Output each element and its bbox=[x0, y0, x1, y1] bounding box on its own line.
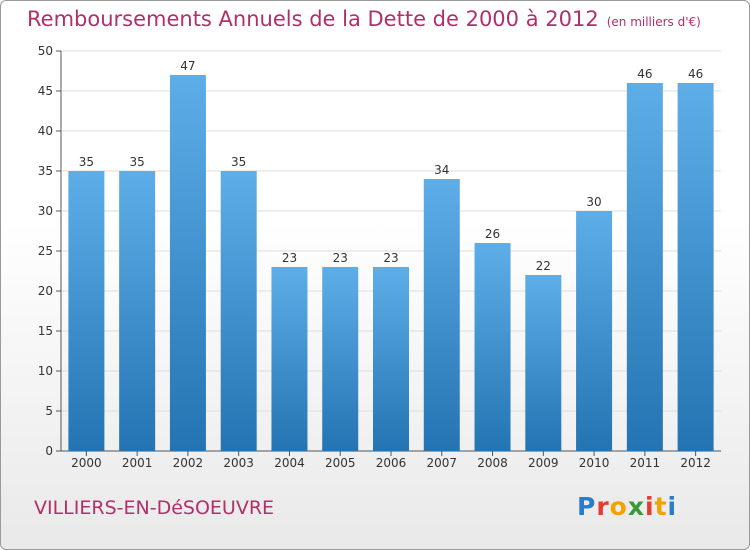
x-tick-label: 2002 bbox=[173, 456, 204, 470]
y-tick-label: 25 bbox=[38, 244, 53, 258]
x-tick-label: 2004 bbox=[274, 456, 305, 470]
x-tick-label: 2010 bbox=[579, 456, 610, 470]
bar bbox=[525, 275, 562, 451]
y-tick-label: 40 bbox=[38, 124, 53, 138]
logo-letter: t bbox=[654, 492, 668, 521]
bar bbox=[423, 179, 460, 451]
x-tick-label: 2001 bbox=[122, 456, 153, 470]
y-tick-label: 45 bbox=[38, 84, 53, 98]
y-tick-label: 10 bbox=[38, 364, 53, 378]
bar bbox=[677, 83, 714, 451]
x-tick-label: 2005 bbox=[325, 456, 356, 470]
bar bbox=[68, 171, 105, 451]
bar-value-label: 30 bbox=[586, 195, 601, 209]
logo-letter: i bbox=[645, 492, 655, 521]
x-tick-label: 2003 bbox=[223, 456, 254, 470]
logo-letter: o bbox=[609, 492, 628, 521]
x-tick-label: 2006 bbox=[376, 456, 407, 470]
proxiti-logo: Proxiti bbox=[577, 492, 677, 521]
chart-unit-label: (en milliers d'€) bbox=[606, 15, 701, 29]
bar bbox=[626, 83, 663, 451]
y-tick-label: 50 bbox=[38, 44, 53, 58]
bar bbox=[119, 171, 156, 451]
bar-value-label: 34 bbox=[434, 163, 449, 177]
x-tick-label: 2011 bbox=[630, 456, 661, 470]
logo-letter: i bbox=[667, 492, 678, 521]
bar-value-label: 26 bbox=[485, 227, 500, 241]
place-name: VILLIERS-EN-DéSOEUVRE bbox=[34, 497, 275, 519]
bar bbox=[220, 171, 257, 451]
bar bbox=[322, 267, 359, 451]
y-tick-label: 15 bbox=[38, 324, 53, 338]
bar bbox=[169, 75, 206, 451]
logo-letter: x bbox=[627, 492, 645, 521]
x-tick-label: 2000 bbox=[71, 456, 102, 470]
bar bbox=[373, 267, 409, 451]
logo-letter: r bbox=[596, 492, 610, 521]
chart-title: Remboursements Annuels de la Dette de 20… bbox=[27, 7, 701, 31]
bar-value-label: 47 bbox=[180, 59, 195, 73]
x-tick-label: 2012 bbox=[680, 456, 711, 470]
x-tick-label: 2009 bbox=[528, 456, 559, 470]
bar-value-label: 46 bbox=[688, 67, 703, 81]
bar-value-label: 22 bbox=[536, 259, 551, 273]
bar-value-label: 35 bbox=[231, 155, 246, 169]
bar-value-label: 23 bbox=[282, 251, 297, 265]
y-tick-label: 30 bbox=[38, 204, 53, 218]
y-tick-label: 5 bbox=[45, 404, 53, 418]
x-tick-label: 2008 bbox=[477, 456, 508, 470]
bar bbox=[271, 267, 308, 451]
bar-value-label: 35 bbox=[79, 155, 94, 169]
bar-value-label: 23 bbox=[333, 251, 348, 265]
bar bbox=[576, 211, 613, 451]
bar-value-label: 35 bbox=[130, 155, 145, 169]
bar-value-label: 23 bbox=[383, 251, 398, 265]
bar bbox=[474, 243, 511, 451]
bar-value-label: 46 bbox=[637, 67, 652, 81]
x-tick-label: 2007 bbox=[426, 456, 457, 470]
chart-title-text: Remboursements Annuels de la Dette de 20… bbox=[27, 7, 599, 31]
logo-letter: P bbox=[577, 492, 597, 521]
y-tick-label: 20 bbox=[38, 284, 53, 298]
y-tick-label: 0 bbox=[45, 444, 53, 458]
y-tick-label: 35 bbox=[38, 164, 53, 178]
